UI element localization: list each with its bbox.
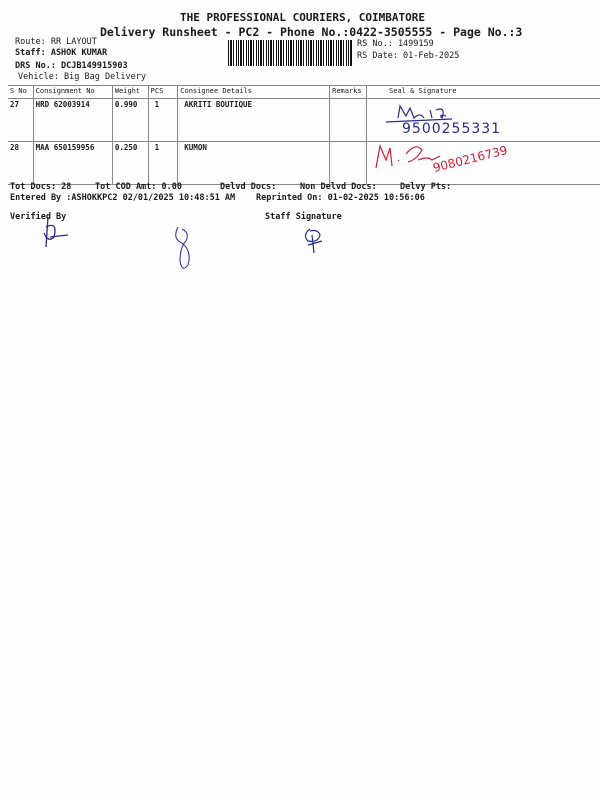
col-remarks: Remarks: [329, 85, 367, 99]
drs-no: DRS No.: DCJB149915903: [15, 61, 128, 71]
seal-signature: [366, 98, 600, 142]
seal-signature: [366, 141, 600, 185]
consignee: AKRITI BOUTIQUE: [177, 98, 330, 142]
barcode: [228, 40, 353, 66]
verified-by-signature: [43, 216, 69, 248]
runsheet-title: Delivery Runsheet - PC2 - Phone No.:0422…: [100, 25, 523, 39]
tot-cod-amt: Tot COD Amt: 0.00: [95, 182, 182, 192]
staff-signature-label: Staff Signature: [265, 212, 342, 222]
table-row: 28 MAA 650159956 0.250 1 KUMON: [8, 141, 600, 185]
non-delvd-docs: Non Delvd Docs:: [300, 182, 377, 192]
remarks: [329, 98, 367, 142]
col-sno: S No: [8, 85, 34, 99]
handwritten-signature-1: [385, 104, 453, 123]
consignment-no: HRD 62003914: [32, 98, 113, 142]
delvd-docs: Delvd Docs:: [220, 182, 277, 192]
remarks: [329, 141, 367, 185]
weight: 0.990: [111, 98, 149, 142]
weight: 0.250: [111, 141, 149, 185]
col-signature: Seal & Signature: [366, 85, 600, 99]
handwritten-signature-2: [375, 143, 441, 169]
pcs: 1: [147, 98, 178, 142]
staff: Staff: ASHOK KUMAR: [15, 48, 108, 58]
vehicle: Vehicle: Big Bag Delivery: [18, 72, 146, 82]
handwritten-phone-1: 9500255331: [402, 121, 502, 137]
table-header: S No Consignment No Weight PCS Consignee…: [8, 85, 600, 99]
rs-no: RS No.: 1499159: [357, 39, 434, 49]
verified-by-label: Verified By: [10, 212, 67, 222]
entered-by: Entered By :ASHOKKPC2 02/01/2025 10:48:5…: [10, 193, 236, 203]
col-consignee: Consignee Details: [177, 85, 330, 99]
staff-signature: [304, 228, 323, 254]
col-consignment: Consignment No: [32, 85, 113, 99]
handwritten-signature-loop: [175, 226, 190, 269]
pcs: 1: [147, 141, 178, 185]
runsheet-table: S No Consignment No Weight PCS Consignee…: [8, 85, 600, 185]
col-weight: Weight: [111, 85, 149, 99]
tot-docs: Tot Docs: 28: [10, 182, 72, 192]
reprinted-on: Reprinted On: 01-02-2025 10:56:06: [256, 193, 425, 203]
rs-date: RS Date: 01-Feb-2025: [357, 51, 460, 61]
route: Route: RR LAYOUT: [15, 37, 97, 47]
delvy-pts: Delvy Pts:: [400, 182, 452, 192]
consignee: KUMON: [177, 141, 330, 185]
sno: 27: [8, 98, 34, 142]
col-pcs: PCS: [147, 85, 178, 99]
sno: 28: [8, 141, 34, 185]
company-name: THE PROFESSIONAL COURIERS, COIMBATORE: [180, 11, 426, 24]
consignment-no: MAA 650159956: [32, 141, 113, 185]
table-row: 27 HRD 62003914 0.990 1 AKRITI BOUTIQUE: [8, 98, 600, 142]
